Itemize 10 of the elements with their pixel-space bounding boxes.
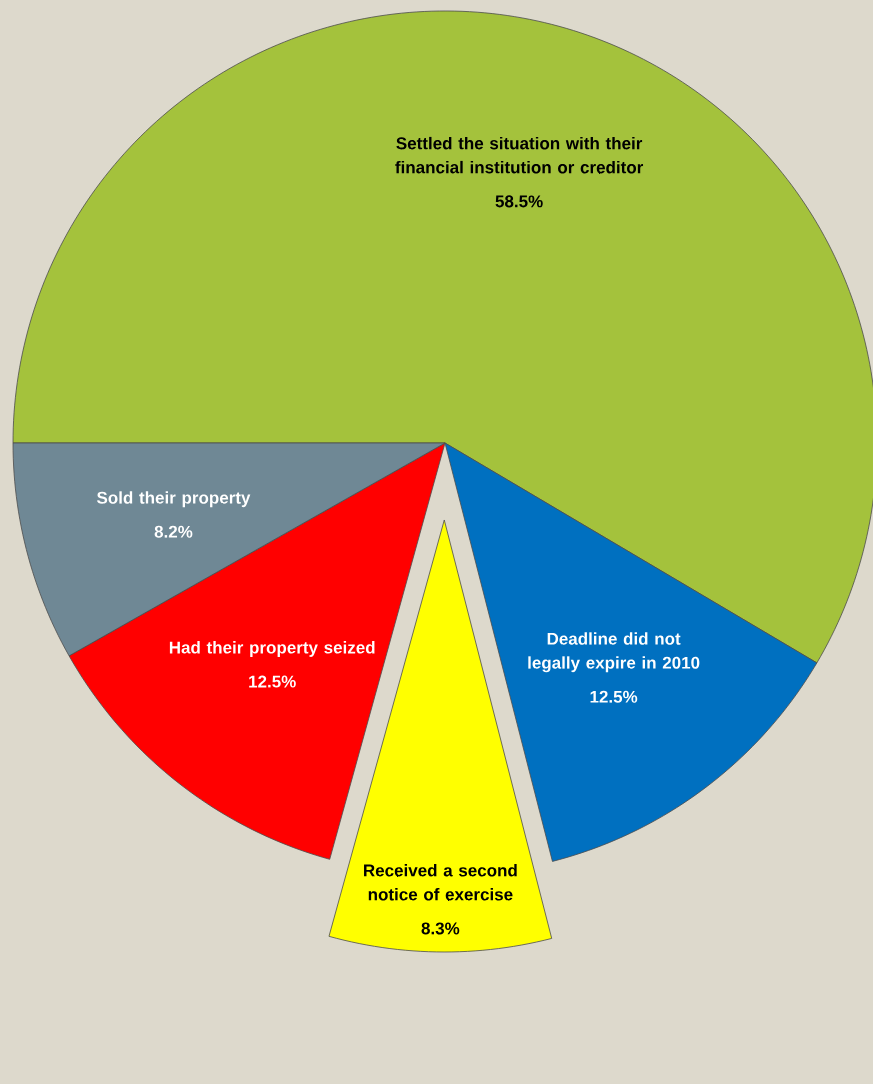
slice-label: Settled the situation with their financial institution or creditor bbox=[395, 136, 644, 174]
data-label: 8.3% bbox=[421, 922, 460, 935]
data-label: 58.5% bbox=[495, 195, 543, 208]
slice-label: Deadline did not legally expire in 2010 bbox=[528, 632, 700, 673]
slice-label: Sold their property bbox=[96, 491, 251, 508]
data-label: 12.5% bbox=[249, 675, 296, 688]
data-label: 12.5% bbox=[590, 690, 638, 703]
data-label: 8.2% bbox=[154, 525, 193, 538]
slice-label: Had their property seized bbox=[169, 641, 375, 657]
slice-label: Received a second notice of exercise bbox=[364, 863, 517, 901]
